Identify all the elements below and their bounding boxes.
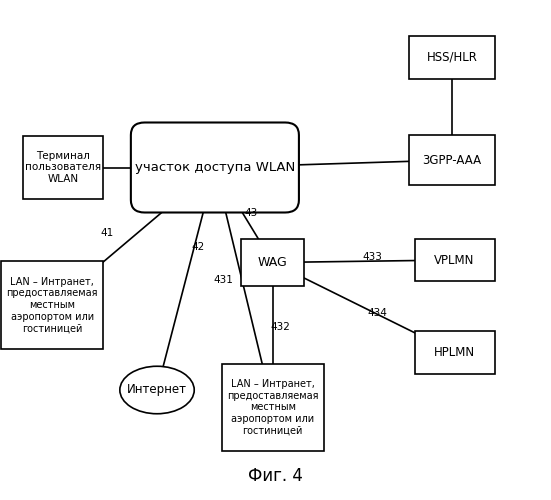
Text: 434: 434 [368, 308, 387, 318]
Text: 433: 433 [362, 252, 382, 262]
FancyBboxPatch shape [409, 36, 495, 78]
Text: LAN – Интранет,
предоставляемая
местным
аэропортом или
гостиницей: LAN – Интранет, предоставляемая местным … [227, 380, 318, 436]
FancyBboxPatch shape [23, 136, 104, 198]
FancyBboxPatch shape [414, 239, 495, 281]
Text: 3GPP-AAA: 3GPP-AAA [422, 154, 482, 166]
Text: 41: 41 [101, 228, 114, 237]
Text: Фиг. 4: Фиг. 4 [248, 467, 303, 485]
FancyBboxPatch shape [2, 261, 104, 349]
Text: 432: 432 [270, 322, 290, 332]
Text: LAN – Интранет,
предоставляемая
местным
аэропортом или
гостиницей: LAN – Интранет, предоставляемая местным … [7, 277, 98, 333]
FancyBboxPatch shape [409, 135, 495, 185]
Text: Интернет: Интернет [127, 384, 187, 396]
Text: 42: 42 [192, 242, 205, 252]
FancyBboxPatch shape [241, 239, 304, 286]
Ellipse shape [120, 366, 194, 414]
Text: HSS/HLR: HSS/HLR [426, 51, 477, 64]
Text: 431: 431 [213, 275, 233, 285]
Text: участок доступа WLAN: участок доступа WLAN [135, 161, 295, 174]
Text: 43: 43 [244, 208, 257, 218]
Text: Терминал
пользователя
WLAN: Терминал пользователя WLAN [25, 151, 101, 184]
Text: VPLMN: VPLMN [434, 254, 475, 266]
FancyBboxPatch shape [414, 331, 495, 374]
FancyBboxPatch shape [131, 122, 299, 212]
FancyBboxPatch shape [222, 364, 323, 451]
Text: HPLMN: HPLMN [434, 346, 475, 359]
Text: WAG: WAG [258, 256, 288, 269]
